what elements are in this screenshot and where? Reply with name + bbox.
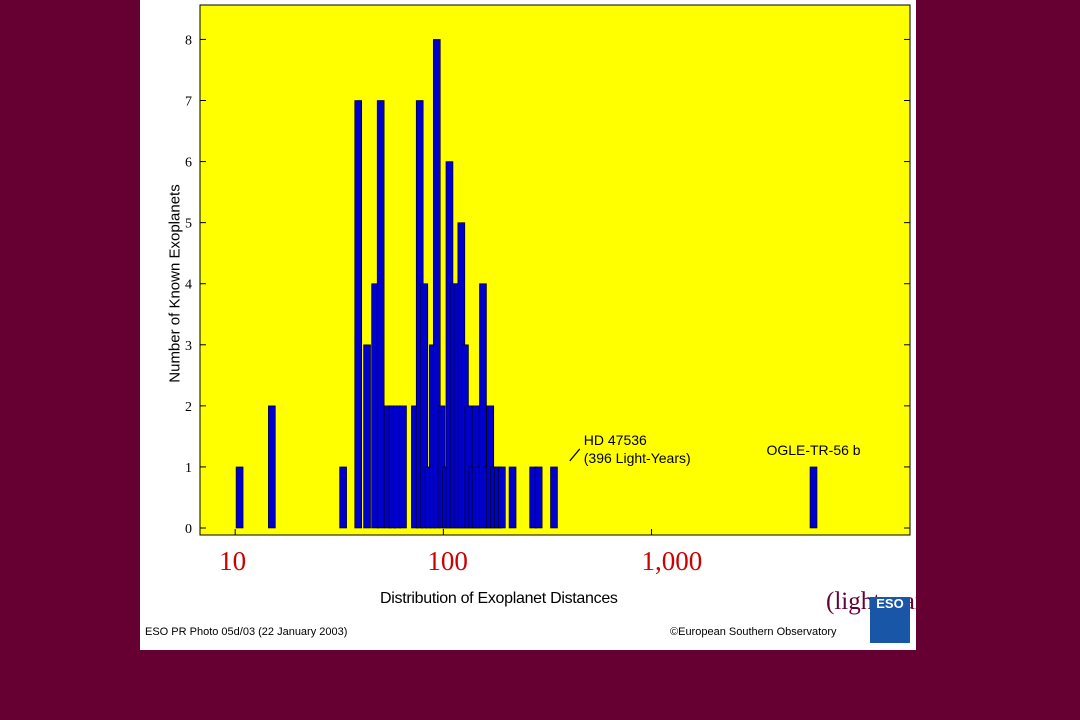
copyright-notice: ©European Southern Observatory [670, 626, 837, 638]
bar-0 [235, 466, 244, 529]
y-tick-label-3: 3 [185, 339, 192, 354]
bar-17 [432, 39, 441, 529]
bar-34 [498, 466, 506, 529]
eso-logo-text: ESO [876, 596, 904, 611]
exoplanet-distance-chart: 0 1 2 3 4 5 6 7 8 HD 47536 (396 Light-Years) OGLE-T… [185, 4, 911, 537]
y-tick-label-5: 5 [185, 217, 192, 232]
plot-area [199, 4, 911, 536]
y-tick-label-7: 7 [185, 95, 192, 110]
x-axis-label: Distribution of Exoplanet Distances [380, 590, 618, 607]
bar-14 [420, 283, 429, 529]
slide-panel: 0 1 2 3 4 5 6 7 8 HD 47536 (396 Light-Years) OGLE-T… [140, 0, 941, 650]
bar-4 [363, 344, 371, 529]
bar-40 [550, 466, 558, 529]
x-tick-label-10: 10 [219, 546, 247, 576]
bar-39 [534, 466, 543, 529]
bar-2 [339, 466, 347, 529]
x-tick-label-1000: 1,000 [641, 546, 703, 576]
y-axis-label: Number of Known Exoplanets [166, 184, 184, 383]
bar-36 [508, 466, 517, 529]
bar-6 [376, 100, 385, 529]
bar-10 [399, 405, 407, 529]
y-tick-label-0: 0 [185, 522, 192, 537]
y-tick-label-8: 8 [185, 33, 192, 48]
annotation-hd47536: HD 47536 [584, 432, 647, 448]
x-tick-label-100: 100 [427, 546, 468, 576]
y-tick-label-2: 2 [185, 400, 192, 415]
eso-logo: ESO [870, 597, 910, 643]
bar-41 [809, 466, 818, 529]
annotation-leader-hd47536 [569, 448, 581, 462]
y-tick-label-4: 4 [185, 278, 192, 293]
photo-credit: ESO PR Photo 05d/03 (22 January 2003) [145, 626, 348, 638]
annotation-ogle-tr-56b: OGLE-TR-56 b [766, 442, 860, 458]
y-tick-label-6: 6 [185, 156, 192, 171]
annotation-hd47536-subtext: (396 Light-Years) [584, 450, 691, 466]
bar-3 [354, 100, 363, 529]
bar-1 [268, 405, 276, 529]
y-tick-label-1: 1 [185, 461, 192, 476]
